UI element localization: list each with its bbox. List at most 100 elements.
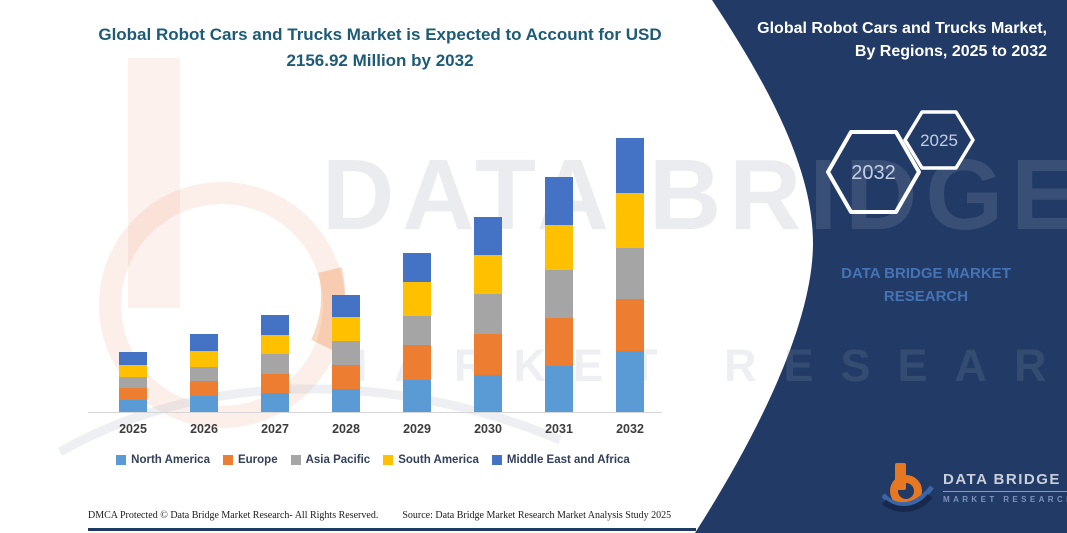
bar-segment [190,396,218,412]
legend-item: Europe [222,454,278,466]
stacked-bar-2027 [261,315,289,412]
legend-swatch-icon [491,455,502,465]
panel-brand-text: DATA BRIDGE MARKET RESEARCH [838,262,1014,309]
legend-label: South America [398,454,479,466]
legend-swatch-icon [116,455,127,465]
panel-brand-line1: DATA BRIDGE MARKET [841,265,1011,282]
bar-segment [545,177,573,225]
legend-item: South America [383,454,479,466]
bar-segment [403,282,431,317]
stacked-bar-2032 [616,138,644,412]
bar-segment [332,317,360,342]
chart-title: Global Robot Cars and Trucks Market is E… [70,22,690,75]
x-axis-line [88,412,662,413]
legend-label: North America [131,454,210,466]
bar-segment [190,367,218,381]
bar-segment [261,315,289,336]
legend-item: Asia Pacific [290,454,371,466]
company-logo: DATA BRIDGE MARKET RESEARCH [882,462,1067,512]
bar-segment [545,366,573,412]
x-axis-label: 2032 [616,422,644,436]
legend-item: Middle East and Africa [491,454,630,466]
bar-segment [190,380,218,397]
stacked-bar-2029 [403,253,431,412]
bar-segment [332,364,360,389]
bar-segment [119,377,147,388]
panel-title: Global Robot Cars and Trucks Market, By … [717,17,1047,63]
bar-segment [403,345,431,381]
stacked-bar-2030 [474,217,502,412]
bar-segment [332,341,360,365]
x-axis-label: 2026 [190,422,218,436]
bar-segment [616,351,644,412]
bar-segment [403,253,431,283]
bar-segment [190,334,218,352]
hexagon-2032 [826,130,921,214]
legend-swatch-icon [383,455,394,465]
bar-segment [545,269,573,318]
bar-segment [545,317,573,367]
x-axis-label: 2030 [474,422,502,436]
bar-segment [261,335,289,355]
bar-segment [474,217,502,256]
logo-text-block: DATA BRIDGE MARKET RESEARCH [943,471,1067,504]
bar-segment [261,354,289,374]
chart-title-line2: 2156.92 Million by 2032 [286,51,474,71]
legend: North America Europe Asia Pacific South Ame… [70,454,676,466]
bar-segment [190,351,218,368]
logo-title: DATA BRIDGE [943,471,1067,492]
bar-segment [119,399,147,412]
bar-segment [474,255,502,295]
legend-label: Middle East and Africa [506,454,630,466]
bar-segment [332,295,360,318]
source-note: Source: Data Bridge Market Research Mark… [402,510,672,521]
bar-segment [616,138,644,193]
bottom-divider [88,528,696,531]
stacked-bar-2025 [119,352,147,412]
stacked-bar-2026 [190,334,218,412]
bar-segment [545,224,573,270]
bar-segment [119,352,147,366]
logo-swoosh-dark [882,493,933,512]
bar-segment [119,387,147,400]
panel-title-line1: Global Robot Cars and Trucks Market, [757,20,1047,37]
hexagon-2032-label: 2032 [851,162,896,184]
panel-brand-line2: RESEARCH [883,288,969,306]
year-hexagons: 2032 2025 [826,110,975,214]
bar-segment [474,333,502,376]
legend-swatch-icon [222,455,233,465]
bar-segment [261,373,289,393]
bar-segment [616,247,644,300]
dmca-notice: DMCA Protected © Data Bridge Market Rese… [88,510,379,521]
stacked-bar-2028 [332,295,360,412]
legend-label: Europe [237,454,278,466]
logo-swoosh [882,485,934,508]
bar-segment [332,388,360,412]
legend-item: North America [116,454,210,466]
hexagon-2025 [903,110,975,170]
legend-swatch-icon [290,455,301,465]
x-axis-label: 2029 [403,422,431,436]
bar-segment [474,375,502,412]
bar-segment [403,380,431,412]
bar-segment [474,294,502,334]
x-axis-label: 2025 [119,422,147,436]
legend-label: Asia Pacific [305,454,371,466]
stacked-bar-2031 [545,177,573,412]
bar-segment [261,392,289,412]
bar-segment [119,365,147,378]
side-panel-shape [695,0,1067,533]
logo-subtitle: MARKET RESEARCH [943,494,1067,504]
bar-segment [616,299,644,352]
x-axis-label: 2027 [261,422,289,436]
hexagon-2025-label: 2025 [920,131,958,150]
data-bridge-logo-icon [882,463,934,512]
x-axis-label: 2031 [545,422,573,436]
bar-segment [616,192,644,248]
bar-segment [403,316,431,346]
footer: DMCA Protected © Data Bridge Market Rese… [88,510,680,521]
x-axis-label: 2028 [332,422,360,436]
